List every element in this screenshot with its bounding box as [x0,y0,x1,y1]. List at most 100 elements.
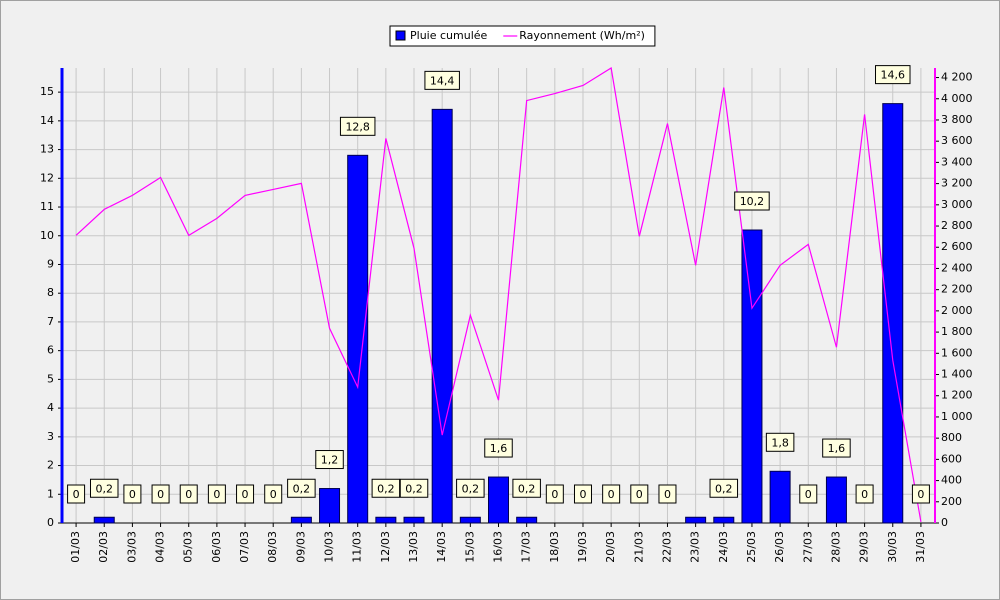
y2-tick-label: 4 000 [941,92,973,105]
y-tick-label: 3 [47,430,54,443]
value-label: 0 [236,484,255,504]
value-label: 0,2 [371,478,401,498]
value-label-box [264,484,283,504]
legend-label: Rayonnement (Wh/m²) [519,29,645,42]
bar [825,476,847,524]
value-label-text: 0,2 [293,482,311,495]
value-label-text: 1,6 [490,442,508,455]
legend-label: Pluie cumulée [410,29,488,42]
y-tick-label: 1 [47,487,54,500]
value-label-text: 0 [129,488,136,501]
value-label-text: 0 [551,488,558,501]
value-label-box [89,478,119,498]
value-label-box [799,484,818,504]
y2-tick-label: 2 200 [941,283,973,296]
value-label-box [855,484,874,504]
bar [741,229,763,524]
y-tick-label: 2 [47,459,54,472]
y2-tick-label: 1 600 [941,346,973,359]
y-tick-label: 10 [40,229,54,242]
value-label-text: 0 [861,488,868,501]
y2-tick-label: 2 800 [941,219,973,232]
bar [713,516,735,524]
value-label: 14,4 [424,70,460,90]
value-label-text: 1,2 [321,454,339,467]
x-tick-label: 30/03 [886,531,899,563]
value-label: 0 [630,484,649,504]
bar [882,103,904,524]
value-label-box [630,484,649,504]
x-tick-label: 31/03 [914,531,927,563]
y-tick-label: 7 [47,315,54,328]
x-tick-label: 16/03 [492,531,505,563]
x-tick-label: 06/03 [210,531,223,563]
bar [290,516,312,524]
value-label-box [512,478,541,498]
x-tick-label: 20/03 [604,531,617,563]
value-label-text: 14,6 [881,69,906,82]
value-label-box [545,484,564,504]
bar [769,470,791,524]
y-tick-label: 6 [47,344,54,357]
value-label-box [911,484,930,504]
y2-tick-label: 4 200 [941,71,973,84]
value-label-box [123,484,142,504]
y2-tick-label: 0 [941,516,948,529]
x-tick-label: 21/03 [632,531,645,563]
value-label: 10,2 [734,191,770,211]
value-label: 0 [602,484,621,504]
value-label: 1,6 [822,438,851,458]
value-label-text: 1,8 [771,436,789,449]
value-label-box [207,484,226,504]
y2-tick-label: 3 200 [941,177,973,190]
value-label: 1,2 [315,450,344,470]
value-label-text: 0 [213,488,220,501]
x-tick-label: 25/03 [745,531,758,563]
value-label: 0 [151,484,170,504]
bar [403,516,425,524]
value-label: 1,6 [484,438,513,458]
x-tick-label: 22/03 [660,531,673,563]
value-label-box [67,484,86,504]
value-label-text: 0,2 [518,482,536,495]
value-label: 1,8 [765,432,795,452]
x-tick-label: 05/03 [182,531,195,563]
value-label-text: 0 [917,488,924,501]
bar [93,516,115,524]
value-label-box [424,70,460,90]
value-label-box [179,484,198,504]
bar [488,476,509,524]
y2-tick-label: 2 400 [941,261,973,274]
y2-tick-label: 3 000 [941,198,973,211]
value-label-box [339,116,376,136]
value-label-box [484,438,513,458]
y-tick-label: 14 [40,114,54,127]
value-label: 0 [855,484,874,504]
value-label: 0,2 [89,478,119,498]
bar [319,488,341,524]
x-tick-label: 24/03 [717,531,730,563]
x-tick-label: 19/03 [576,531,589,563]
x-tick-label: 01/03 [69,531,82,563]
value-label-text: 1,6 [828,442,846,455]
x-tick-label: 03/03 [125,531,138,563]
y-tick-label: 4 [47,401,54,414]
value-label-text: 0,2 [715,482,733,495]
y2-tick-label: 1 400 [941,368,973,381]
bar [431,108,453,524]
x-tick-label: 15/03 [463,531,476,563]
value-label-box [371,478,401,498]
x-tick-label: 08/03 [266,531,279,563]
value-label: 0,2 [399,478,429,498]
x-tick-label: 07/03 [238,531,251,563]
y-tick-label: 13 [40,143,54,156]
bar [347,154,369,524]
value-label-text: 0 [608,488,615,501]
value-label-text: 0,2 [95,482,113,495]
value-label: 0 [179,484,198,504]
y-tick-label: 0 [47,516,54,529]
x-tick-label: 26/03 [773,531,786,563]
value-label-box [709,478,739,498]
y-tick-label: 9 [47,257,54,270]
